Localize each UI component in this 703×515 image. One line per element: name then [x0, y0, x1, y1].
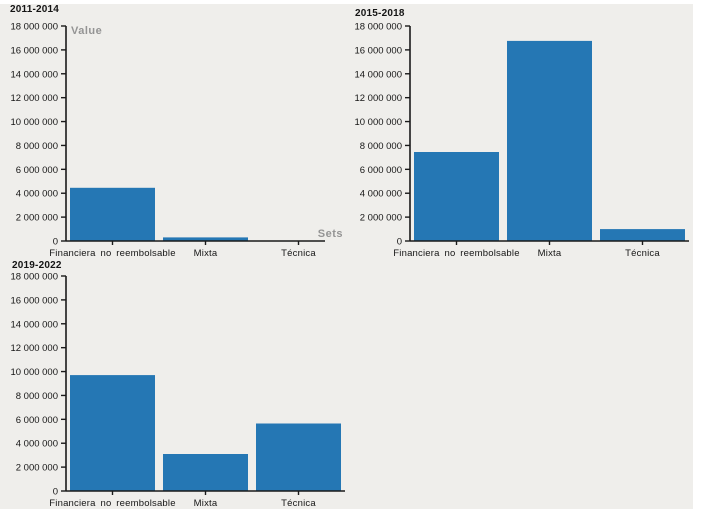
y-tick-label: 6 000 000	[16, 165, 58, 176]
y-tick-label: 16 000 000	[10, 295, 58, 306]
y-tick-label: 0	[53, 237, 58, 248]
x-axis-title: Sets	[318, 228, 343, 240]
y-tick-label: 2 000 000	[16, 213, 58, 224]
x-tick-label: Técnica	[281, 498, 316, 509]
bar-t-cnica	[256, 423, 341, 491]
y-tick-label: 14 000 000	[354, 69, 402, 80]
y-tick-label: 10 000 000	[354, 117, 402, 128]
bar-plot: 0 2 000 000 4 000 000 6 000 000 8 000 000 10 …	[10, 22, 343, 258]
y-tick-label: 16 000 000	[10, 45, 58, 56]
bar-plot: 0 2 000 000 4 000 000 6 000 000 8 000 000 10 …	[354, 22, 689, 257]
chart-title: 2011-2014	[10, 4, 60, 15]
bar-mixta	[163, 237, 248, 241]
y-tick-label: 4 000 000	[360, 189, 402, 200]
chart-2011-2014: 2011-2014 0 2 000 000 4 000 000 6 000 000 8 …	[0, 0, 348, 257]
bar-mixta	[163, 454, 248, 491]
y-tick-label: 12 000 000	[10, 343, 58, 354]
y-tick-label: 2 000 000	[16, 463, 58, 474]
y-tick-label: 18 000 000	[10, 272, 58, 283]
y-tick-label: 14 000 000	[10, 319, 58, 330]
y-tick-label: 18 000 000	[10, 22, 58, 33]
x-tick-label: Financiera no reembolsable	[49, 498, 175, 509]
y-axis-title: Value	[71, 25, 102, 37]
x-tick-label: Mixta	[194, 248, 218, 257]
x-tick-label: Financiera no reembolsable	[393, 248, 519, 257]
chart-title: 2019-2022	[12, 260, 62, 271]
y-tick-label: 18 000 000	[354, 22, 402, 33]
y-tick-label: 14 000 000	[10, 69, 58, 80]
y-tick-label: 12 000 000	[10, 93, 58, 104]
y-tick-label: 10 000 000	[10, 117, 58, 128]
x-tick-label: Técnica	[281, 248, 316, 257]
chart-2015-2018: 2015-2018 0 2 000 000 4 000 000 6 000 000 8 …	[344, 0, 703, 257]
bar-financiera-no-reembolsable	[70, 375, 155, 491]
x-tick-label: Mixta	[194, 498, 218, 509]
bar-financiera-no-reembolsable	[70, 187, 155, 241]
y-tick-label: 0	[397, 237, 402, 248]
chart-2019-2022: 2019-2022 0 2 000 000 4 000 000 6 000 000 8 …	[0, 257, 348, 515]
x-tick-label: Financiera no reembolsable	[49, 248, 175, 257]
bar-t-cnica	[600, 229, 685, 241]
chart-title: 2015-2018	[355, 8, 405, 19]
y-tick-label: 10 000 000	[10, 367, 58, 378]
y-tick-label: 8 000 000	[16, 391, 58, 402]
y-tick-label: 12 000 000	[354, 93, 402, 104]
x-tick-label: Técnica	[625, 248, 660, 257]
bar-plot: 0 2 000 000 4 000 000 6 000 000 8 000 000 10 …	[10, 272, 345, 509]
y-tick-label: 2 000 000	[360, 213, 402, 224]
y-tick-label: 0	[53, 487, 58, 498]
x-tick-label: Mixta	[538, 248, 562, 257]
bar-financiera-no-reembolsable	[414, 152, 499, 241]
bar-mixta	[507, 40, 592, 242]
y-tick-label: 16 000 000	[354, 45, 402, 56]
y-tick-label: 8 000 000	[16, 141, 58, 152]
y-tick-label: 8 000 000	[360, 141, 402, 152]
y-tick-label: 4 000 000	[16, 189, 58, 200]
y-tick-label: 6 000 000	[360, 165, 402, 176]
y-tick-label: 6 000 000	[16, 415, 58, 426]
y-tick-label: 4 000 000	[16, 439, 58, 450]
